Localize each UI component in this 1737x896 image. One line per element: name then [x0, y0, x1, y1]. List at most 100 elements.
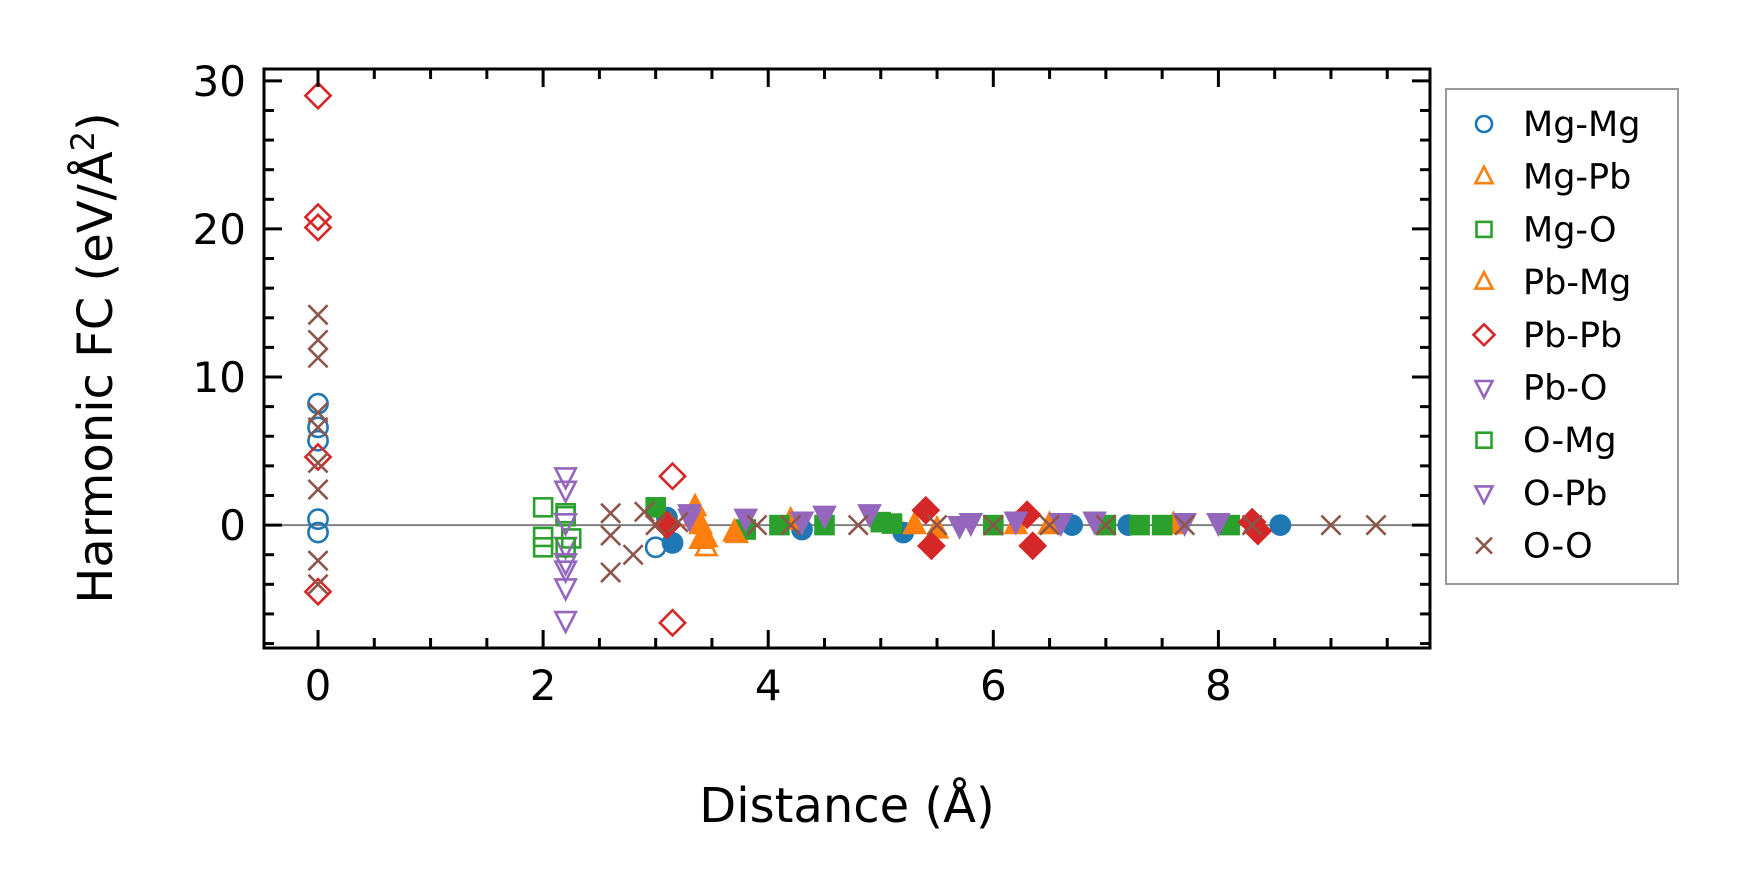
- series-pb-o: [553, 467, 1197, 635]
- legend-label: O-O: [1523, 527, 1593, 567]
- x-tick-label: 0: [305, 661, 332, 710]
- axis-ticks: [264, 69, 1430, 648]
- data-point: [1206, 513, 1231, 537]
- triangle-down-marker-icon: [1473, 379, 1495, 401]
- data-point: [307, 452, 329, 474]
- legend-item: Pb-Pb: [1471, 316, 1622, 356]
- data-point: [947, 515, 972, 540]
- y-tick-label: 0: [219, 501, 246, 550]
- legend-item: Pb-Mg: [1473, 263, 1631, 303]
- data-point: [600, 524, 622, 546]
- data-point: [303, 81, 333, 111]
- data-point: [622, 544, 644, 566]
- legend-item: O-Mg: [1475, 421, 1617, 461]
- data-point: [916, 531, 946, 561]
- data-point: [1365, 514, 1387, 536]
- legend-label: Mg-Mg: [1523, 105, 1640, 145]
- triangle-down-marker-icon: [1473, 485, 1495, 506]
- y-tick-label: 20: [193, 205, 246, 254]
- data-point: [1269, 514, 1292, 536]
- data-point: [658, 461, 687, 491]
- data-point: [812, 505, 837, 530]
- data-point: [688, 510, 714, 535]
- legend: Mg-Mg Mg-Pb Mg-O Pb-Mg Pb-Pb Pb-O O-Mg O-Pb O-O: [1445, 88, 1679, 585]
- data-point: [1003, 511, 1029, 536]
- data-point: [307, 550, 329, 572]
- data-point: [911, 495, 941, 525]
- data-point: [307, 416, 329, 438]
- data-point: [746, 514, 768, 536]
- data-point: [1018, 531, 1048, 561]
- data-point: [1095, 514, 1117, 536]
- series-o-o: [307, 304, 1387, 595]
- legend-item: Mg-Mg: [1474, 105, 1640, 145]
- y-tick-label: 10: [193, 353, 246, 402]
- data-point: [600, 502, 622, 524]
- legend-item: O-Pb: [1473, 474, 1607, 514]
- data-point: [645, 514, 667, 536]
- data-point: [555, 537, 576, 558]
- data-point: [303, 213, 333, 242]
- data-point: [307, 392, 329, 415]
- data-point: [553, 480, 578, 505]
- data-point: [926, 514, 948, 536]
- data-point: [303, 202, 333, 232]
- legend-label: Pb-Pb: [1523, 316, 1622, 356]
- legend-label: Pb-Mg: [1523, 263, 1631, 303]
- data-point: [1174, 514, 1196, 536]
- data-point: [553, 553, 578, 577]
- data-point: [847, 514, 869, 536]
- data-point: [307, 347, 329, 369]
- data-point: [1241, 514, 1263, 536]
- y-axis-label: Harmonic FC (eV/Å2): [64, 112, 124, 604]
- x-tick-label: 6: [980, 661, 1007, 710]
- data-point: [780, 514, 802, 536]
- data-point: [307, 508, 329, 531]
- square-marker-icon: [1475, 220, 1493, 239]
- x-tick-label: 4: [755, 661, 782, 710]
- diamond-marker-icon: [1471, 322, 1497, 348]
- data-point: [902, 510, 927, 535]
- triangle-up-marker-icon: [1473, 269, 1495, 290]
- x-tick-label: 2: [530, 661, 557, 710]
- legend-label: Mg-O: [1523, 210, 1617, 250]
- data-point: [307, 573, 329, 595]
- data-point: [307, 479, 329, 501]
- legend-label: Pb-O: [1523, 369, 1607, 409]
- plot-frame: [262, 67, 1432, 650]
- data-point: [307, 416, 329, 439]
- data-point: [693, 532, 719, 557]
- data-point: [600, 561, 622, 583]
- data-point: [982, 514, 1004, 536]
- data-point: [307, 429, 329, 452]
- data-point: [532, 526, 554, 548]
- data-point: [857, 504, 882, 529]
- data-points: [303, 81, 1387, 638]
- legend-label: O-Mg: [1523, 421, 1617, 461]
- series-pb-pb: [303, 81, 1273, 638]
- data-point: [633, 501, 655, 523]
- x-axis-label: Distance (Å): [699, 777, 994, 834]
- legend-item: Mg-O: [1475, 210, 1617, 250]
- y-tick-label: 30: [193, 57, 246, 106]
- tick-labels: 0 2 4 6 8 0 10 20 30: [193, 57, 1232, 710]
- triangle-up-marker-icon: [1473, 163, 1495, 185]
- series-o-mg: [532, 497, 1150, 558]
- data-point: [307, 402, 329, 424]
- data-point: [658, 608, 687, 638]
- data-point: [553, 513, 578, 537]
- data-point: [532, 497, 554, 518]
- data-point: [303, 442, 333, 472]
- x-tick-label: 8: [1205, 661, 1232, 710]
- square-marker-icon: [1475, 431, 1493, 450]
- data-point: [307, 304, 329, 326]
- legend-item: Pb-O: [1473, 369, 1607, 409]
- data-point: [667, 511, 689, 533]
- data-point: [722, 517, 747, 542]
- data-point: [645, 497, 666, 518]
- data-point: [307, 521, 329, 544]
- data-point: [1151, 514, 1173, 536]
- data-point: [881, 513, 903, 534]
- data-point: [1039, 514, 1061, 536]
